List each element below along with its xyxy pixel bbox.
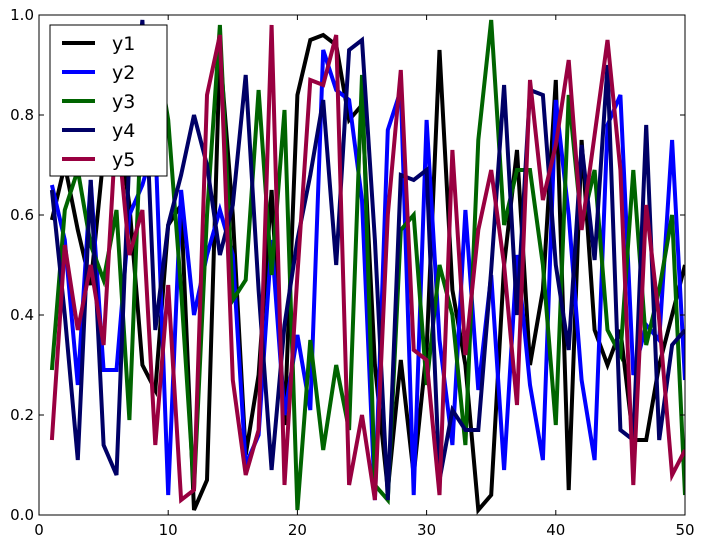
x-tick-label: 50: [675, 521, 694, 539]
y-tick-label: 0.2: [10, 406, 34, 424]
legend-label-y1: y1: [112, 33, 135, 55]
y-tick-label: 0.8: [10, 106, 34, 124]
y-tick-label: 1.0: [10, 6, 34, 24]
y-tick-label: 0.6: [10, 206, 34, 224]
axis-ticks: 0 10 20 30 40 50 0.0 0.2 0.4 0.6 0.8 1.0: [10, 6, 694, 539]
series-line-y5: [49, 24, 685, 504]
legend-label-y3: y3: [112, 91, 135, 113]
y-tick-label: 0.4: [10, 306, 34, 324]
legend: y1 y2 y3 y4 y5: [49, 24, 168, 177]
legend-label-y2: y2: [112, 62, 135, 84]
x-tick-label: 20: [288, 521, 307, 539]
legend-label-y5: y5: [112, 149, 135, 171]
x-tick-label: 30: [417, 521, 436, 539]
legend-label-y4: y4: [112, 120, 135, 142]
x-tick-label: 0: [34, 521, 44, 539]
y-tick-label: 0.0: [10, 506, 34, 524]
plot-frame: [38, 14, 686, 516]
x-tick-label: 10: [159, 521, 178, 539]
x-tick-label: 40: [546, 521, 565, 539]
series-line-y2: [49, 49, 685, 501]
